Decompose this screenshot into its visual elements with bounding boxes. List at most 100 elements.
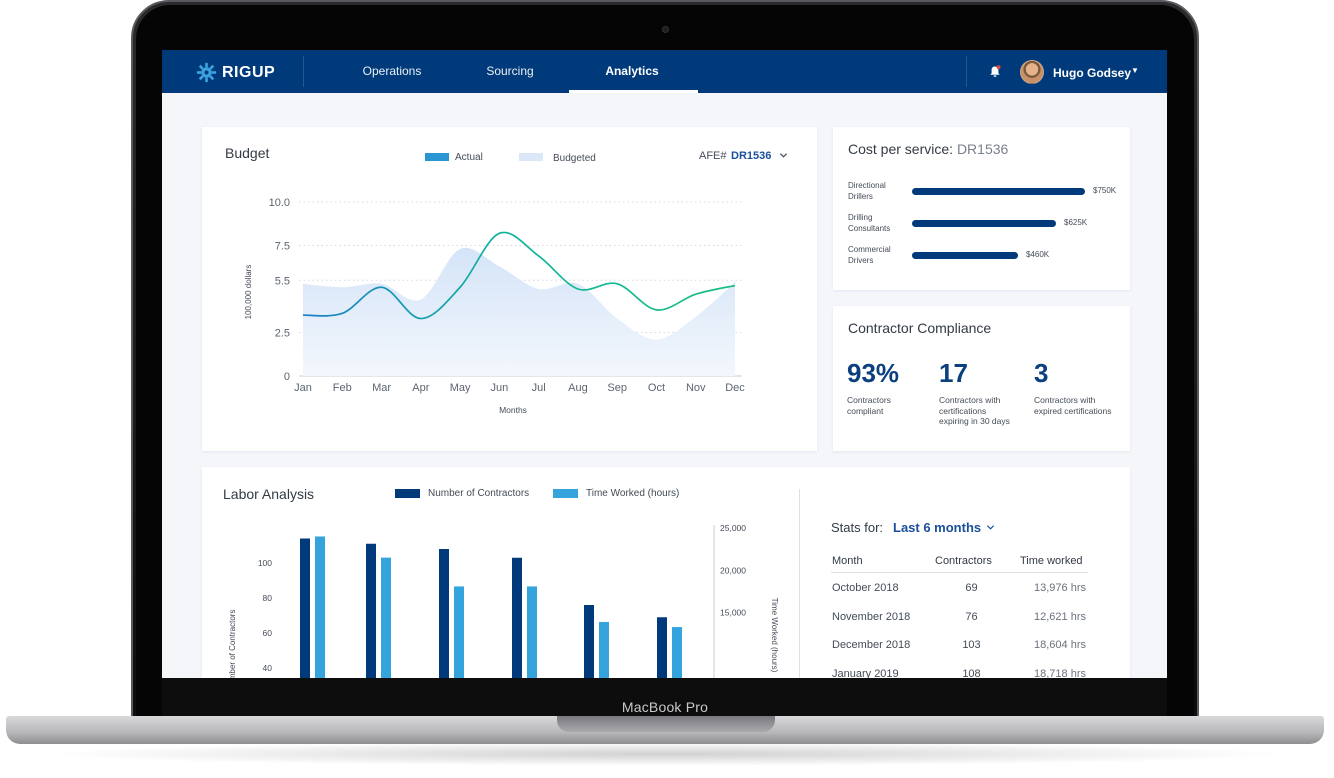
laptop-notch <box>557 716 775 732</box>
x-tick-label: Jun <box>490 382 508 394</box>
user-menu-caret-icon[interactable]: ▼ <box>1131 66 1139 75</box>
bar-time-worked[interactable] <box>315 536 325 678</box>
stats-period-select[interactable]: Last 6 months <box>893 520 982 535</box>
bar-contractors[interactable] <box>657 617 667 678</box>
tab-analytics[interactable]: Analytics <box>605 64 659 78</box>
user-name[interactable]: Hugo Godsey <box>1053 66 1132 80</box>
desc-line: expiring in 30 days <box>939 416 1010 426</box>
service-cost-value: $750K <box>1093 186 1117 195</box>
labor-title: Labor Analysis <box>223 486 315 502</box>
y-tick-label: 2.5 <box>275 328 290 340</box>
service-label: Directional Drillers <box>848 180 918 202</box>
y-tick-label: 80 <box>263 593 273 603</box>
cost-title: Cost per service: DR1536 <box>848 141 1008 157</box>
x-tick-label: Nov <box>686 382 706 394</box>
service-cost-bar[interactable] <box>912 188 1085 195</box>
cost-title-id: DR1536 <box>956 141 1009 157</box>
compliance-percent: 93% <box>847 358 900 388</box>
service-cost-bar[interactable] <box>912 220 1056 227</box>
labor-divider <box>799 489 800 678</box>
service-label: Commercial Drivers <box>848 244 918 266</box>
x-tick-label: Mar <box>372 382 391 394</box>
y2-tick-label: 15,000 <box>720 608 746 618</box>
x-tick-label: Apr <box>412 382 429 394</box>
y-tick-label: 5.5 <box>275 275 290 287</box>
avatar[interactable] <box>1020 60 1044 84</box>
tab-sourcing[interactable]: Sourcing <box>486 64 534 78</box>
bar-contractors[interactable] <box>439 549 449 678</box>
chevron-down-icon[interactable] <box>779 151 788 160</box>
table-cell-contractors: 103 <box>962 639 981 651</box>
legend-swatch-actual <box>425 153 449 161</box>
service-label-line: Drivers <box>848 256 874 265</box>
legend-swatch-time <box>553 489 578 498</box>
table-cell-time-worked: 12,621 hrs <box>1034 610 1086 623</box>
table-header-divider <box>831 572 1088 573</box>
bar-contractors[interactable] <box>300 538 310 679</box>
table-cell-contractors: 76 <box>965 610 978 623</box>
bar-time-worked[interactable] <box>599 621 609 678</box>
afe-label: AFE# <box>699 150 727 162</box>
device-brand: MacBook Pro <box>621 699 709 715</box>
table-cell-month: December 2018 <box>832 639 911 651</box>
table-header-month[interactable]: Month <box>832 555 863 567</box>
x-tick-label: Oct <box>648 382 665 394</box>
budget-area-chart: 10.0 7.5 5.5 2.5 0 Jan Feb Mar Apr May Jun Jul Aug Se… <box>244 197 745 415</box>
table-cell-month: January 2019 <box>832 667 899 679</box>
desc-line: Contractors with <box>1034 395 1096 405</box>
labor-analysis-card: Labor Analysis Number of Contractors Tim… <box>202 467 1130 678</box>
table-cell-month: November 2018 <box>832 610 911 623</box>
app-logo[interactable]: RIGUP <box>196 62 275 83</box>
stats-for-label: Stats for: <box>831 520 884 535</box>
table-header-contractors[interactable]: Contractors <box>935 555 992 567</box>
table-cell-time-worked: 13,976 hrs <box>1034 582 1086 594</box>
laptop-shadow <box>40 742 1290 766</box>
bar-contractors[interactable] <box>366 543 376 678</box>
expired-count: 3 <box>1034 358 1049 388</box>
service-cost-bar[interactable] <box>912 252 1018 259</box>
camera-icon <box>662 26 669 33</box>
bar-time-worked[interactable] <box>672 627 682 678</box>
bar-time-worked[interactable] <box>381 557 391 678</box>
table-cell-time-worked: 18,718 hrs <box>1034 667 1086 679</box>
service-label-line: Consultants <box>848 224 891 233</box>
nav-divider <box>966 56 967 87</box>
legend-swatch-budgeted <box>519 153 543 161</box>
table-header-time-worked[interactable]: Time worked <box>1020 555 1083 567</box>
y-tick-label: 100 <box>258 558 272 568</box>
notification-bell-icon[interactable] <box>989 65 1001 78</box>
desc-line: compliant <box>847 405 884 416</box>
service-label-line: Drillers <box>848 192 873 201</box>
top-navigation: RIGUP Operations Sourcing Analytics Hugo… <box>162 50 1167 93</box>
legend-label-contractors: Number of Contractors <box>428 488 530 499</box>
expiring-count: 17 <box>939 358 968 388</box>
laptop-chin <box>162 678 1167 716</box>
service-cost-value: $625K <box>1064 218 1088 227</box>
afe-select[interactable]: DR1536 <box>731 150 772 162</box>
service-label: Drilling Consultants <box>848 212 918 234</box>
compliance-title: Contractor Compliance <box>848 320 992 336</box>
x-tick-label: Aug <box>568 382 588 394</box>
active-tab-indicator <box>569 90 698 93</box>
x-tick-label: May <box>450 382 471 394</box>
bar-time-worked[interactable] <box>454 586 464 678</box>
table-cell-time-worked: 18,604 hrs <box>1034 639 1086 651</box>
table-cell-month: October 2018 <box>832 582 899 594</box>
service-label-line: Directional <box>848 181 886 190</box>
budget-title: Budget <box>225 145 270 161</box>
bar-contractors[interactable] <box>584 605 594 678</box>
bar-time-worked[interactable] <box>527 586 537 678</box>
y2-tick-label: 20,000 <box>720 565 746 575</box>
bar-contractors[interactable] <box>512 557 522 678</box>
expiring-desc: Contractors with certifications expiring… <box>939 395 1034 427</box>
x-tick-label: Jul <box>532 382 546 394</box>
desc-line: Contractors with <box>939 395 1001 405</box>
tab-operations[interactable]: Operations <box>362 64 422 78</box>
chevron-down-icon[interactable] <box>986 523 995 532</box>
service-cost-value: $460K <box>1026 250 1050 259</box>
actual-line <box>302 231 736 320</box>
y-tick-label: 7.5 <box>275 241 290 253</box>
y-tick-label: 0 <box>284 371 290 383</box>
